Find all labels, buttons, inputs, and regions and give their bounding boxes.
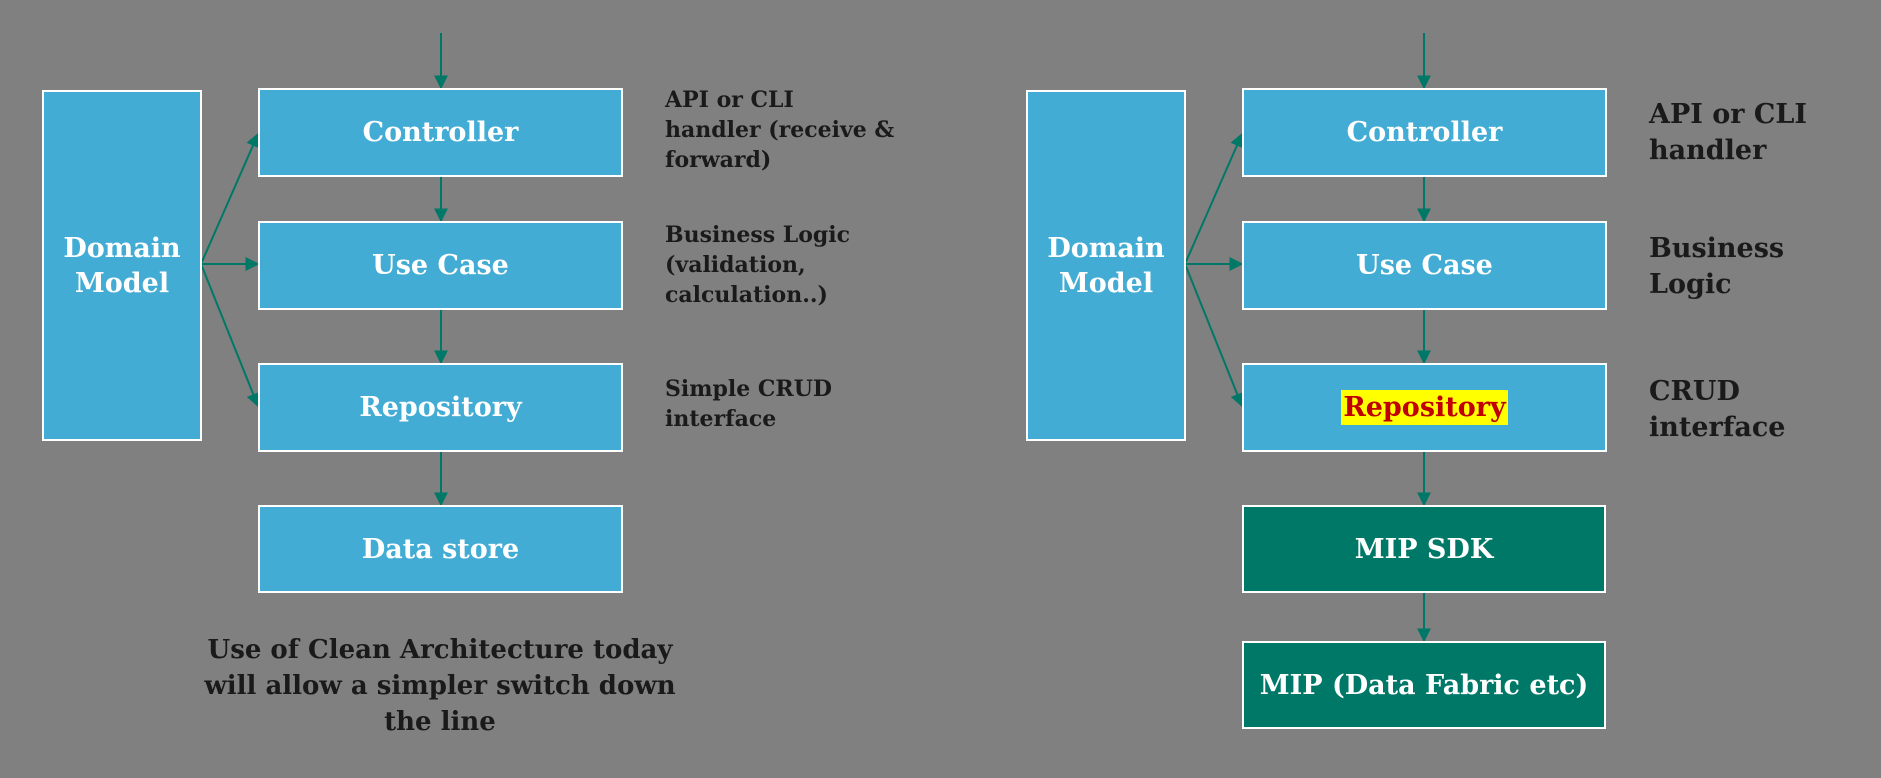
left-arrow-domain-to-controller — [200, 132, 260, 265]
right-mip-sdk-label: MIP SDK — [1354, 533, 1494, 565]
right-mip-box: MIP (Data Fabric etc) — [1242, 641, 1606, 729]
left-use-case-label: Use Case — [372, 250, 509, 281]
left-domain-model-label: Domain Model — [63, 232, 181, 299]
right-use-case-note: Business Logic — [1649, 233, 1785, 300]
right-controller-note: API or CLI handler — [1649, 99, 1808, 166]
left-controller-note: API or CLI handler (receive & forward) — [665, 87, 895, 173]
right-repository-note: CRUD interface — [1649, 376, 1786, 443]
left-data-store-label: Data store — [361, 533, 520, 565]
left-domain-model-box: Domain Model — [42, 90, 202, 441]
right-controller-label: Controller — [1346, 117, 1503, 148]
right-mip-label: MIP (Data Fabric etc) — [1259, 669, 1589, 701]
right-repository-box: Repository — [1242, 363, 1607, 452]
right-mip-sdk-box: MIP SDK — [1242, 505, 1606, 593]
right-repository-label: Repository — [1341, 390, 1508, 425]
right-arrow-domain-to-repository — [1184, 263, 1244, 408]
left-repository-box: Repository — [258, 363, 623, 452]
right-domain-model-box: Domain Model — [1026, 90, 1186, 441]
left-repository-note: Simple CRUD interface — [665, 376, 832, 432]
left-use-case-box: Use Case — [258, 221, 623, 310]
right-use-case-box: Use Case — [1242, 221, 1607, 310]
left-data-store-box: Data store — [258, 505, 623, 593]
left-use-case-note: Business Logic (validation, calculation.… — [665, 222, 851, 308]
right-controller-box: Controller — [1242, 88, 1607, 177]
left-repository-label: Repository — [359, 392, 522, 423]
left-caption: Use of Clean Architecture today will all… — [204, 635, 676, 737]
right-use-case-label: Use Case — [1356, 250, 1493, 281]
right-arrow-domain-to-controller — [1184, 132, 1244, 265]
left-controller-label: Controller — [362, 117, 519, 148]
right-domain-model-label: Domain Model — [1047, 232, 1165, 299]
left-controller-box: Controller — [258, 88, 623, 177]
left-arrow-domain-to-repository — [200, 263, 260, 408]
